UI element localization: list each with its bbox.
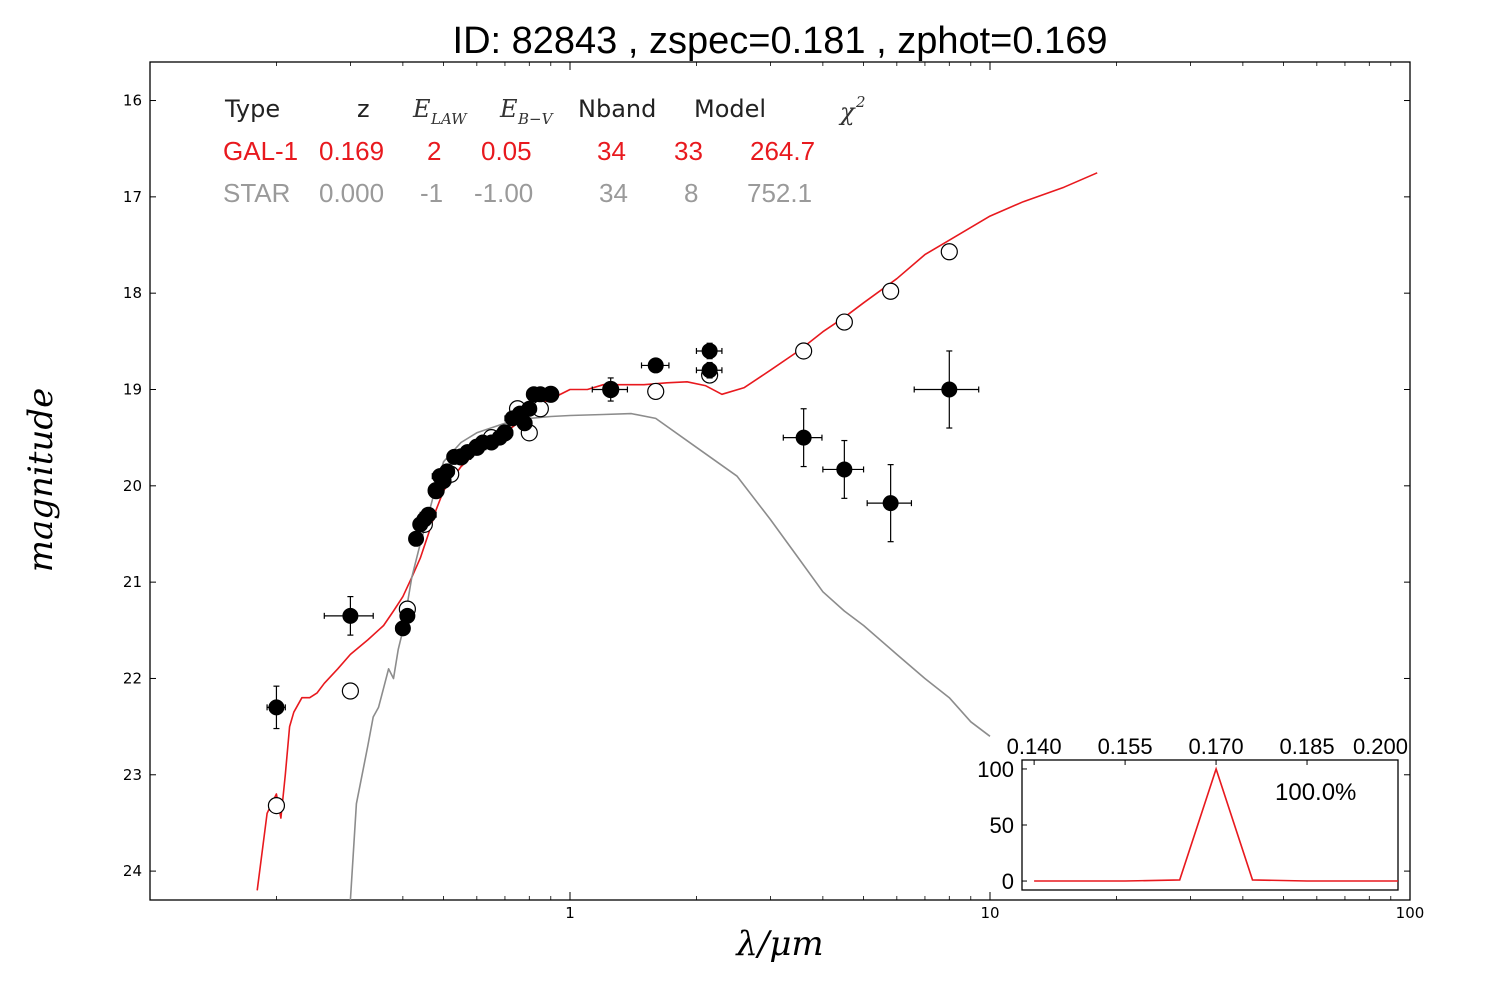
observed-magnitude-point bbox=[882, 495, 899, 512]
gal-ebv: 0.05 bbox=[481, 136, 532, 166]
y-tick-label: 22 bbox=[123, 669, 142, 687]
y-tick-label: 23 bbox=[123, 766, 142, 784]
y-axis-label: magnitude bbox=[21, 388, 61, 573]
y-tick-label: 19 bbox=[123, 380, 142, 398]
star-ebv: -1.00 bbox=[474, 178, 533, 208]
gal-chi2: 264.7 bbox=[750, 136, 815, 166]
observed-magnitude-point bbox=[941, 381, 958, 398]
y-tick-label: 24 bbox=[123, 862, 142, 880]
star-z: 0.000 bbox=[319, 178, 384, 208]
inset-x-tick-label: 0.155 bbox=[1098, 734, 1153, 759]
y-tick-label: 16 bbox=[123, 92, 142, 110]
inset-axes: 0.140 0.155 0.170 0.185 0.200 0 50 100 bbox=[977, 734, 1408, 894]
header-elaw-sub: LAW bbox=[430, 110, 468, 128]
fit-row-galaxy: GAL-1 0.169 2 0.05 34 33 264.7 bbox=[223, 136, 815, 166]
model-magnitude-point bbox=[940, 243, 958, 261]
x-tick-label: 10 bbox=[980, 904, 999, 922]
x-tick-label: 100 bbox=[1396, 904, 1425, 922]
inset-x-tick-label: 0.200 bbox=[1353, 734, 1408, 759]
plot-frame bbox=[149, 61, 1411, 901]
header-chi2: χ bbox=[838, 98, 856, 126]
inset-y-tick-label: 50 bbox=[990, 813, 1014, 838]
observed-magnitude-point bbox=[542, 386, 559, 403]
inset-frame bbox=[1021, 759, 1399, 891]
star-elaw: -1 bbox=[420, 178, 443, 208]
y-tick-label: 17 bbox=[123, 188, 142, 206]
redshift-pdf-inset: 0.140 0.155 0.170 0.185 0.200 0 50 100 100.0% bbox=[977, 734, 1408, 894]
observed-magnitude-point bbox=[420, 506, 437, 523]
inset-y-tick-label: 100 bbox=[977, 757, 1014, 782]
gal-nband: 34 bbox=[597, 136, 626, 166]
header-elaw: E bbox=[412, 95, 431, 123]
observed-magnitude-point bbox=[408, 530, 425, 547]
observed-magnitude-point bbox=[342, 607, 359, 624]
observed-magnitude-point bbox=[602, 381, 619, 398]
star-type: STAR bbox=[223, 178, 290, 208]
header-ebv-sub: B−V bbox=[517, 110, 555, 128]
inset-x-tick-label: 0.185 bbox=[1280, 734, 1335, 759]
header-type: Type bbox=[224, 95, 280, 123]
photometry-points bbox=[266, 243, 980, 815]
header-model: Model bbox=[694, 95, 766, 123]
observed-magnitude-point bbox=[496, 424, 513, 441]
chart-title: ID: 82843 , zspec=0.181 , zphot=0.169 bbox=[453, 20, 1108, 62]
inset-x-tick-label: 0.170 bbox=[1189, 734, 1244, 759]
y-tick-label: 18 bbox=[123, 284, 142, 302]
galaxy-model-curve bbox=[256, 172, 1098, 891]
observed-magnitude-point bbox=[701, 342, 718, 359]
observed-magnitude-point bbox=[647, 357, 664, 374]
y-tick-label: 21 bbox=[123, 573, 142, 591]
fit-table: Type z E LAW E B−V Nband Model χ 2 GAL-1… bbox=[223, 93, 866, 208]
gal-model: 33 bbox=[674, 136, 703, 166]
star-nband: 34 bbox=[599, 178, 628, 208]
header-nband: Nband bbox=[578, 95, 656, 123]
model-magnitude-point bbox=[795, 342, 813, 360]
model-magnitude-point bbox=[267, 797, 286, 815]
star-model: 8 bbox=[684, 178, 698, 208]
fit-row-star: STAR 0.000 -1 -1.00 34 8 752.1 bbox=[223, 178, 812, 208]
observed-magnitude-point bbox=[399, 607, 416, 624]
inset-pdf-curve bbox=[1034, 766, 1398, 882]
x-axis: 1 10 100 bbox=[276, 62, 1424, 922]
y-tick-label: 20 bbox=[123, 477, 142, 495]
gal-type: GAL-1 bbox=[223, 136, 298, 166]
header-ebv: E bbox=[499, 95, 518, 123]
model-magnitude-point bbox=[835, 313, 853, 331]
x-tick-label: 1 bbox=[565, 904, 575, 922]
gal-z: 0.169 bbox=[319, 136, 384, 166]
star-chi2: 752.1 bbox=[747, 178, 812, 208]
observed-magnitude-point bbox=[795, 429, 812, 446]
model-magnitude-point bbox=[647, 382, 665, 401]
observed-magnitude-point bbox=[516, 415, 533, 432]
inset-x-tick-label: 0.140 bbox=[1007, 734, 1062, 759]
model-curves bbox=[256, 172, 1098, 901]
x-axis-label: λ/μm bbox=[734, 924, 823, 964]
header-z: z bbox=[357, 95, 370, 123]
observed-magnitude-point bbox=[268, 699, 285, 716]
observed-magnitude-point bbox=[836, 461, 853, 478]
inset-y-tick-label: 0 bbox=[1002, 869, 1014, 894]
observed-magnitude-point bbox=[701, 362, 718, 379]
inset-annotation: 100.0% bbox=[1275, 779, 1356, 806]
inset-pdf-line bbox=[1034, 766, 1398, 882]
model-magnitude-point bbox=[341, 682, 359, 700]
model-magnitude-point bbox=[882, 282, 900, 300]
observed-magnitude-point bbox=[521, 400, 538, 417]
observed-magnitude-point bbox=[439, 463, 456, 480]
gal-elaw: 2 bbox=[427, 136, 441, 166]
header-chi2-sup: 2 bbox=[855, 93, 866, 111]
